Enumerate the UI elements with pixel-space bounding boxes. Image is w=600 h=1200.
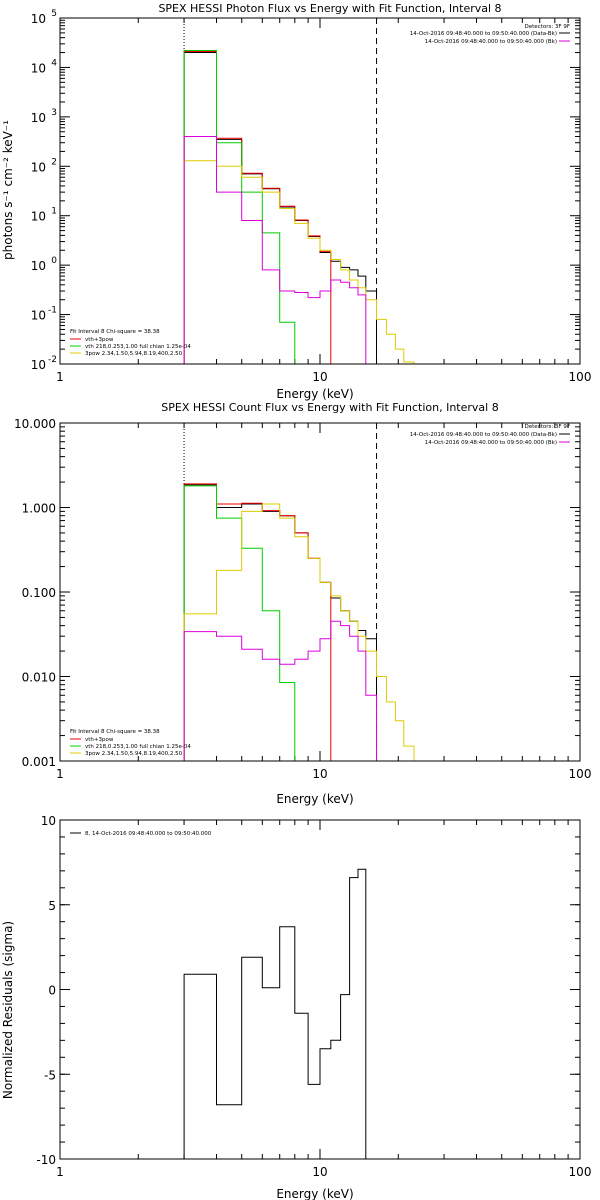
count-x-tick-label: 1 bbox=[56, 767, 64, 781]
photon-y-tick-exponent: 4 bbox=[51, 58, 57, 68]
photon-fit-entry-thermal: vth 218,0.253,1.00 full chian 1.25e-04 bbox=[85, 344, 191, 350]
photon-header-legend: Detectors: 3F 9F 14-Oct-2016 09:48:40.00… bbox=[410, 24, 570, 45]
photon-series-power-law-fit bbox=[183, 160, 424, 365]
residuals-y-tick-label: 10 bbox=[41, 814, 56, 828]
count-flux-panel: SPEX HESSI Count Flux vs Energy with Fit… bbox=[14, 401, 591, 806]
photon-series-background bbox=[183, 136, 377, 365]
photon-y-tick-exponent: -1 bbox=[48, 306, 57, 316]
photon-header-entry-bk: 14-Oct-2016 09:48:40.000 to 09:50:40.000… bbox=[425, 39, 557, 45]
count-y-tick-label: 0.100 bbox=[22, 586, 56, 600]
count-x-tick-label: 10 bbox=[312, 767, 327, 781]
count-header-entry-bk: 14-Oct-2016 09:48:40.000 to 09:50:40.000… bbox=[425, 440, 557, 446]
photon-series-thermal-fit bbox=[183, 50, 296, 364]
residuals-legend-entry: 8, 14-Oct-2016 09:48:40.000 to 09:50:40.… bbox=[85, 831, 212, 837]
photon-header-title: Detectors: 3F 9F bbox=[524, 24, 570, 30]
count-series-thermal-fit bbox=[183, 485, 296, 761]
photon-x-minor-ticks bbox=[137, 18, 569, 364]
photon-x-tick-label: 100 bbox=[569, 370, 592, 384]
count-series-data-minus-bk bbox=[183, 484, 377, 761]
photon-x-axis-label: Energy (keV) bbox=[276, 387, 353, 401]
photon-y-tick-exponent: 5 bbox=[51, 9, 57, 19]
photon-x-tick-label: 10 bbox=[312, 370, 327, 384]
count-plot-area: 1 10 100 0.001 0.010 0.100 1.000 10.000 bbox=[14, 417, 591, 781]
photon-y-tick-exponent: 2 bbox=[51, 157, 57, 167]
photon-y-tick-label: 10 bbox=[31, 160, 46, 174]
residuals-x-tick-label: 10 bbox=[312, 1165, 327, 1179]
count-y-tick-label: 0.010 bbox=[22, 671, 56, 685]
residuals-plot-area: 1 10 100 -10 -5 0 5 10 bbox=[36, 814, 591, 1179]
photon-header-entry-data: 14-Oct-2016 09:48:40.000 to 09:50:40.000… bbox=[410, 31, 557, 37]
count-series-total-fit bbox=[183, 483, 332, 761]
photon-y-axis-label: photons s⁻¹ cm⁻² keV⁻¹ bbox=[1, 120, 15, 260]
residuals-x-tick-label: 100 bbox=[569, 1165, 592, 1179]
photon-fit-entry-powerlaw: 3pow 2.34,1.50,5.94,8.19,400,2.50 bbox=[85, 351, 183, 357]
count-header-legend: Detectors: 3F 9F 14-Oct-2016 09:48:40.00… bbox=[410, 424, 570, 446]
count-fit-entry-total: vth+3pow bbox=[85, 737, 114, 743]
count-y-tick-label: 1.000 bbox=[22, 502, 56, 516]
count-header-entry-data: 14-Oct-2016 09:48:40.000 to 09:50:40.000… bbox=[410, 432, 557, 438]
photon-y-tick-label: 10 bbox=[31, 309, 46, 323]
count-x-minor-ticks bbox=[137, 423, 569, 761]
count-series-background bbox=[183, 620, 377, 761]
residuals-legend: 8, 14-Oct-2016 09:48:40.000 to 09:50:40.… bbox=[70, 831, 212, 837]
photon-y-tick-exponent: 1 bbox=[51, 207, 57, 217]
count-x-tick-label: 100 bbox=[569, 767, 592, 781]
photon-fit-entry-total: vth+3pow bbox=[85, 337, 114, 343]
photon-y-tick-label: 10 bbox=[31, 111, 46, 125]
photon-y-tick-exponent: 3 bbox=[51, 108, 57, 118]
residuals-plot-frame bbox=[59, 819, 581, 1160]
photon-y-minor-ticks bbox=[60, 19, 580, 350]
photon-y-tick-exponent: -2 bbox=[48, 355, 57, 365]
photon-fit-title: Fit Interval 8 Chi-square = 38.38 bbox=[70, 329, 160, 335]
residuals-y-minor-ticks bbox=[60, 819, 580, 1160]
photon-y-tick-label: 10 bbox=[31, 210, 46, 224]
count-fit-legend: Fit Interval 8 Chi-square = 38.38 vth+3p… bbox=[70, 729, 191, 757]
residuals-y-tick-label: -10 bbox=[36, 1153, 56, 1167]
residuals-x-axis-label: Energy (keV) bbox=[276, 1187, 353, 1200]
count-y-minor-ticks bbox=[60, 426, 580, 737]
photon-y-tick-exponent: 0 bbox=[51, 256, 57, 266]
count-fit-entry-thermal: vth 218,0.253,1.00 full chian 1.25e-04 bbox=[85, 744, 191, 750]
residuals-series-residuals bbox=[183, 868, 367, 1159]
photon-y-tick-label: 10 bbox=[31, 259, 46, 273]
photon-plot-frame bbox=[59, 17, 581, 365]
residuals-y-tick-label: 0 bbox=[48, 984, 56, 998]
photon-y-tick-label: 10 bbox=[31, 358, 46, 372]
photon-series-total-fit bbox=[183, 51, 332, 364]
photon-y-tick-label: 10 bbox=[31, 12, 46, 26]
count-chart-title: SPEX HESSI Count Flux vs Energy with Fit… bbox=[161, 401, 498, 414]
photon-x-tick-label: 1 bbox=[56, 370, 64, 384]
count-y-tick-label: 0.001 bbox=[22, 755, 56, 769]
count-header-title: Detectors: 3F 9F bbox=[524, 424, 570, 430]
residuals-x-tick-label: 1 bbox=[56, 1165, 64, 1179]
photon-chart-title: SPEX HESSI Photon Flux vs Energy with Fi… bbox=[158, 2, 501, 15]
photon-y-tick-label: 10 bbox=[31, 61, 46, 75]
count-series-power-law-fit bbox=[183, 503, 424, 762]
count-y-tick-label: 10.000 bbox=[14, 417, 56, 431]
residuals-panel: Energy (keV) Normalized Residuals (sigma… bbox=[1, 814, 591, 1200]
photon-flux-panel: SPEX HESSI Photon Flux vs Energy with Fi… bbox=[1, 2, 591, 401]
count-fit-entry-powerlaw: 3pow 2.34,1.50,5.94,8.19,400,2.50 bbox=[85, 751, 183, 757]
count-x-axis-label: Energy (keV) bbox=[276, 792, 353, 806]
residuals-y-tick-label: 5 bbox=[48, 899, 56, 913]
count-fit-title: Fit Interval 8 Chi-square = 38.38 bbox=[70, 729, 160, 735]
residuals-y-axis-label: Normalized Residuals (sigma) bbox=[1, 921, 15, 1099]
photon-fit-legend: Fit Interval 8 Chi-square = 38.38 vth+3p… bbox=[70, 329, 191, 357]
count-plot-frame bbox=[59, 422, 581, 762]
residuals-y-tick-label: -5 bbox=[44, 1068, 56, 1082]
residuals-x-minor-ticks bbox=[137, 820, 569, 1159]
